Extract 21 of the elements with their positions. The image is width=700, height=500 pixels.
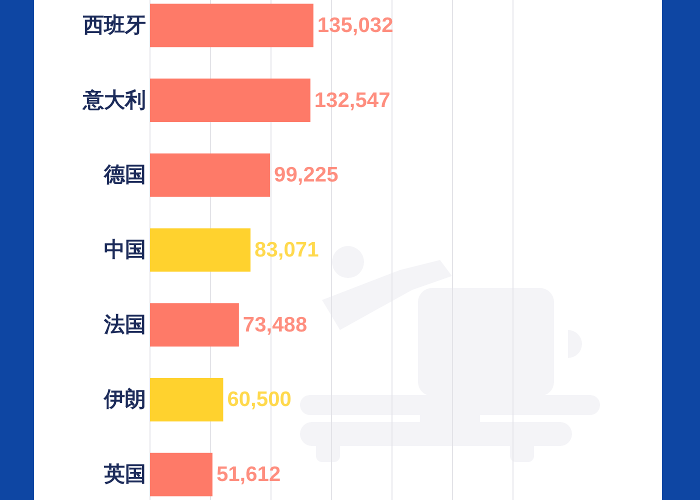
bar — [150, 303, 239, 347]
data-label: 60,500 — [227, 388, 292, 412]
y-tick-label: 西班牙 — [82, 14, 146, 37]
y-tick-label: 法国 — [103, 313, 146, 336]
y-tick-label: 伊朗 — [103, 387, 146, 412]
bar — [150, 78, 310, 122]
bar — [150, 228, 251, 272]
y-tick-label: 意大利 — [82, 88, 146, 112]
bar — [150, 378, 224, 422]
data-label: 51,612 — [216, 463, 281, 486]
bar — [150, 153, 270, 197]
data-label: 83,071 — [254, 238, 320, 262]
y-tick-label: 英国 — [103, 463, 146, 486]
data-label: 99,225 — [274, 164, 339, 187]
bar — [150, 4, 314, 48]
data-label: 132,547 — [314, 88, 390, 112]
data-label: 73,488 — [242, 313, 308, 336]
y-tick-label: 中国 — [104, 238, 146, 262]
y-tick-label: 德国 — [103, 164, 146, 187]
data-label: 135,032 — [317, 14, 394, 37]
bar — [150, 452, 212, 496]
